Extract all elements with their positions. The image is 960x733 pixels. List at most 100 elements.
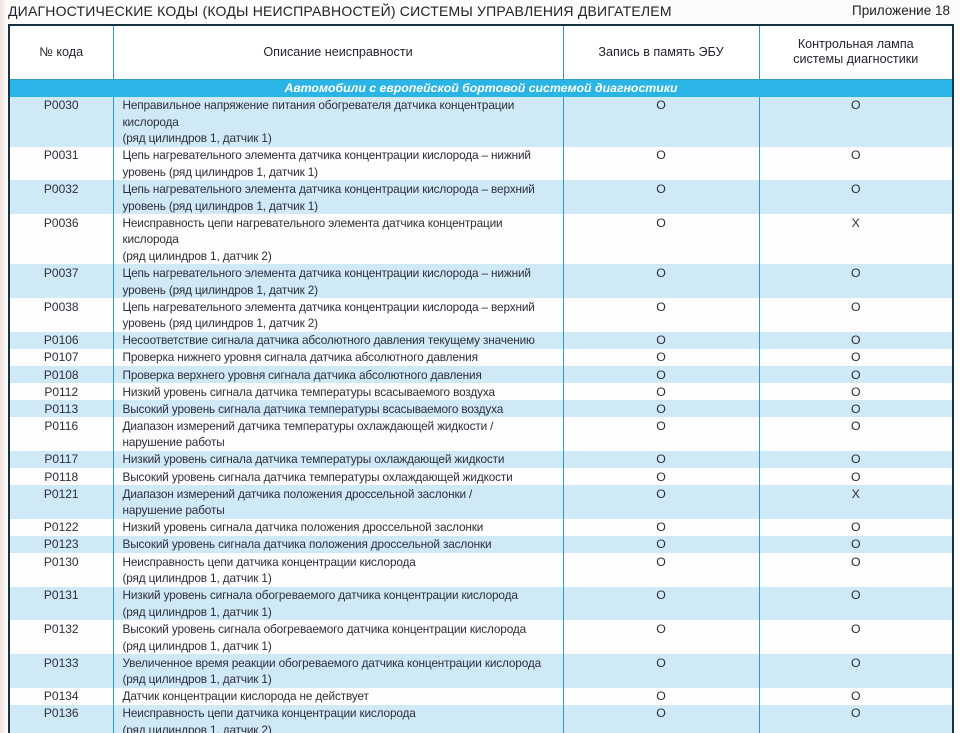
code-cell: P0130	[9, 553, 113, 587]
ecu-memory-cell: O	[562, 400, 759, 418]
ecu-memory-cell: O	[562, 704, 759, 733]
table-row: P0108 Проверка верхнего уровня сигнала да…	[9, 366, 953, 384]
description-cell: Датчик концентрации кислорода не действу…	[112, 687, 563, 705]
diagnostic-lamp-cell: O	[758, 146, 953, 181]
diagnostic-lamp-cell: O	[758, 331, 953, 349]
table-row: P0123 Высокий уровень сигнала датчика пол…	[9, 535, 953, 554]
description-cell: Проверка верхнего уровня сигнала датчика…	[112, 366, 563, 384]
description-cell: Цепь нагревательного элемента датчика ко…	[112, 146, 563, 181]
ecu-memory-cell: O	[562, 331, 759, 349]
ecu-memory-cell: O	[562, 96, 759, 147]
diagnostic-lamp-cell: O	[758, 366, 953, 384]
table-row: P0112 Низкий уровень сигнала датчика темп…	[9, 383, 953, 401]
codes-table: № кода Описание неисправности Запись в п…	[8, 24, 954, 733]
description-cell: Цепь нагревательного элемента датчика ко…	[112, 264, 563, 299]
code-cell: P0134	[9, 687, 113, 705]
ecu-memory-cell: O	[562, 654, 759, 688]
page-title: ДИАГНОСТИЧЕСКИЕ КОДЫ (КОДЫ НЕИСПРАВНОСТЕ…	[8, 3, 672, 19]
table-row: P0121 Диапазон измерений датчика положени…	[9, 485, 953, 519]
table-body: P0030 Неправильное напряжение питания обо…	[9, 96, 953, 733]
table-row: P0031 Цепь нагревательного элемента датчи…	[9, 146, 953, 181]
column-header-description: Описание неисправности	[112, 25, 563, 80]
diagnostic-lamp-cell: O	[758, 383, 953, 401]
table-row: P0133 Увеличенное время реакции обогревае…	[9, 654, 953, 688]
code-cell: P0037	[9, 264, 113, 299]
diagnostic-lamp-cell: O	[758, 417, 953, 451]
code-cell: P0131	[9, 586, 113, 621]
description-cell: Высокий уровень сигнала датчика температ…	[112, 400, 563, 418]
table-row: P0113 Высокий уровень сигнала датчика тем…	[9, 400, 953, 418]
diagnostic-lamp-cell: O	[758, 180, 953, 215]
description-cell: Неисправность цепи датчика концентрации …	[112, 553, 563, 587]
description-cell: Цепь нагревательного элемента датчика ко…	[112, 298, 563, 332]
table-row: P0032 Цепь нагревательного элемента датчи…	[9, 180, 953, 215]
diagnostic-lamp-cell: O	[758, 553, 953, 587]
diagnostic-lamp-cell: O	[758, 450, 953, 469]
table-row: P0130 Неисправность цепи датчика концентр…	[9, 553, 953, 587]
table-row: P0122 Низкий уровень сигнала датчика поло…	[9, 518, 953, 536]
ecu-memory-cell: O	[562, 348, 759, 366]
code-cell: P0107	[9, 348, 113, 366]
table-row: P0132 Высокий уровень сигнала обогреваемо…	[9, 620, 953, 655]
diagnostic-lamp-cell: O	[758, 468, 953, 486]
table-row: P0030 Неправильное напряжение питания обо…	[9, 96, 953, 147]
appendix-label: Приложение 18	[852, 3, 950, 18]
ecu-memory-cell: O	[562, 620, 759, 655]
description-cell: Диапазон измерений датчика температуры о…	[112, 417, 563, 451]
ecu-memory-cell: O	[562, 518, 759, 536]
code-cell: P0112	[9, 383, 113, 401]
diagnostic-lamp-cell: O	[758, 687, 953, 705]
table-row: P0131 Низкий уровень сигнала обогреваемог…	[9, 586, 953, 621]
code-cell: P0032	[9, 180, 113, 215]
ecu-memory-cell: O	[562, 553, 759, 587]
ecu-memory-cell: O	[562, 180, 759, 215]
table-row: P0107 Проверка нижнего уровня сигнала дат…	[9, 348, 953, 366]
table-row: P0038 Цепь нагревательного элемента датчи…	[9, 298, 953, 332]
table-row: P0136 Неисправность цепи датчика концентр…	[9, 704, 953, 733]
description-cell: Цепь нагревательного элемента датчика ко…	[112, 180, 563, 215]
description-cell: Низкий уровень сигнала датчика положения…	[112, 518, 563, 536]
description-cell: Неправильное напряжение питания обогрева…	[112, 96, 563, 147]
description-cell: Низкий уровень сигнала обогреваемого дат…	[112, 586, 563, 621]
code-cell: P0116	[9, 417, 113, 451]
code-cell: P0136	[9, 704, 113, 733]
diagnostic-lamp-cell: O	[758, 654, 953, 688]
column-header-diagnostic-lamp: Контрольная лампа системы диагностики	[758, 25, 953, 80]
description-cell: Высокий уровень сигнала обогреваемого да…	[112, 620, 563, 655]
diagnostic-lamp-cell: X	[758, 485, 953, 519]
description-cell: Проверка нижнего уровня сигнала датчика …	[112, 348, 563, 366]
section-banner-row: Автомобили с европейской бортовой систем…	[9, 79, 953, 97]
ecu-memory-cell: O	[562, 450, 759, 469]
description-cell: Неисправность цепи нагревательного элеме…	[112, 214, 563, 265]
ecu-memory-cell: O	[562, 264, 759, 299]
description-cell: Диапазон измерений датчика положения дро…	[112, 485, 563, 519]
code-cell: P0121	[9, 485, 113, 519]
code-cell: P0108	[9, 366, 113, 384]
table-row: P0116 Диапазон измерений датчика температ…	[9, 417, 953, 451]
code-cell: P0132	[9, 620, 113, 655]
title-bar: ДИАГНОСТИЧЕСКИЕ КОДЫ (КОДЫ НЕИСПРАВНОСТЕ…	[8, 3, 952, 24]
description-cell: Низкий уровень сигнала датчика температу…	[112, 450, 563, 469]
ecu-memory-cell: O	[562, 383, 759, 401]
description-cell: Неисправность цепи датчика концентрации …	[112, 704, 563, 733]
code-cell: P0036	[9, 214, 113, 265]
column-header-ecu-memory: Запись в память ЭБУ	[562, 25, 759, 80]
ecu-memory-cell: O	[562, 146, 759, 181]
table-row: P0134 Датчик концентрации кислорода не де…	[9, 687, 953, 705]
description-cell: Высокий уровень сигнала датчика температ…	[112, 468, 563, 486]
column-header-code: № кода	[9, 25, 113, 80]
diagnostic-lamp-cell: O	[758, 264, 953, 299]
code-cell: P0133	[9, 654, 113, 688]
ecu-memory-cell: O	[562, 298, 759, 332]
diagnostic-lamp-cell: X	[758, 214, 953, 265]
diagnostic-lamp-cell: O	[758, 535, 953, 554]
table-row: P0036 Неисправность цепи нагревательного …	[9, 214, 953, 265]
diagnostic-lamp-cell: O	[758, 620, 953, 655]
table-row: P0106 Несоответствие сигнала датчика абсо…	[9, 331, 953, 349]
diagnostic-lamp-cell: O	[758, 298, 953, 332]
table-row: P0117 Низкий уровень сигнала датчика темп…	[9, 450, 953, 469]
diagnostic-lamp-cell: O	[758, 518, 953, 536]
table-row: P0118 Высокий уровень сигнала датчика тем…	[9, 468, 953, 486]
diagnostic-lamp-cell: O	[758, 586, 953, 621]
diagnostic-lamp-cell: O	[758, 400, 953, 418]
